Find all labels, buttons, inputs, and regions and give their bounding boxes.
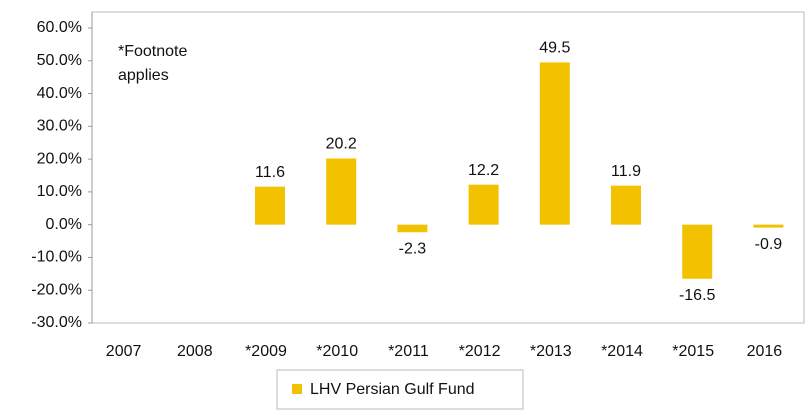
y-tick-label: -10.0% xyxy=(31,249,82,266)
y-tick-label: 60.0% xyxy=(37,19,82,36)
y-tick-label: 0.0% xyxy=(46,216,82,233)
bar xyxy=(468,184,499,225)
data-label: -2.3 xyxy=(399,240,427,257)
legend-box xyxy=(276,369,524,410)
x-tick-label: *2015 xyxy=(672,343,714,360)
data-label: 11.9 xyxy=(611,163,641,180)
bar xyxy=(539,62,570,225)
data-label: -16.5 xyxy=(679,287,716,304)
y-tick-label: 30.0% xyxy=(37,118,82,135)
legend-label: LHV Persian Gulf Fund xyxy=(310,381,475,398)
y-tick-label: 40.0% xyxy=(37,85,82,102)
y-tick-label: -30.0% xyxy=(31,314,82,331)
x-tick-label: *2013 xyxy=(530,343,572,360)
y-tick-label: 50.0% xyxy=(37,52,82,69)
y-tick-label: 10.0% xyxy=(37,183,82,200)
x-tick-label: *2014 xyxy=(601,343,643,360)
data-label: 20.2 xyxy=(326,136,357,153)
data-label: 11.6 xyxy=(255,164,285,181)
x-tick-label: 2016 xyxy=(747,343,783,360)
y-tick-label: -20.0% xyxy=(31,281,82,298)
x-tick-label: *2009 xyxy=(245,343,287,360)
bar xyxy=(611,185,641,225)
y-tick-label: 20.0% xyxy=(37,150,82,167)
x-tick-label: *2012 xyxy=(459,343,501,360)
data-label: 49.5 xyxy=(539,40,570,57)
bar xyxy=(753,224,784,228)
legend-swatch xyxy=(292,384,302,394)
x-tick-label: 2007 xyxy=(106,343,142,360)
bar xyxy=(397,224,428,233)
x-tick-label: *2010 xyxy=(316,343,358,360)
data-label: 12.2 xyxy=(468,162,499,179)
annotation: *Footnote applies xyxy=(118,43,188,84)
bar xyxy=(255,186,285,225)
data-label: -0.9 xyxy=(755,236,783,253)
x-tick-label: *2011 xyxy=(388,343,429,360)
x-tick-label: 2008 xyxy=(177,343,213,360)
bar xyxy=(326,158,357,225)
bar xyxy=(682,224,713,279)
